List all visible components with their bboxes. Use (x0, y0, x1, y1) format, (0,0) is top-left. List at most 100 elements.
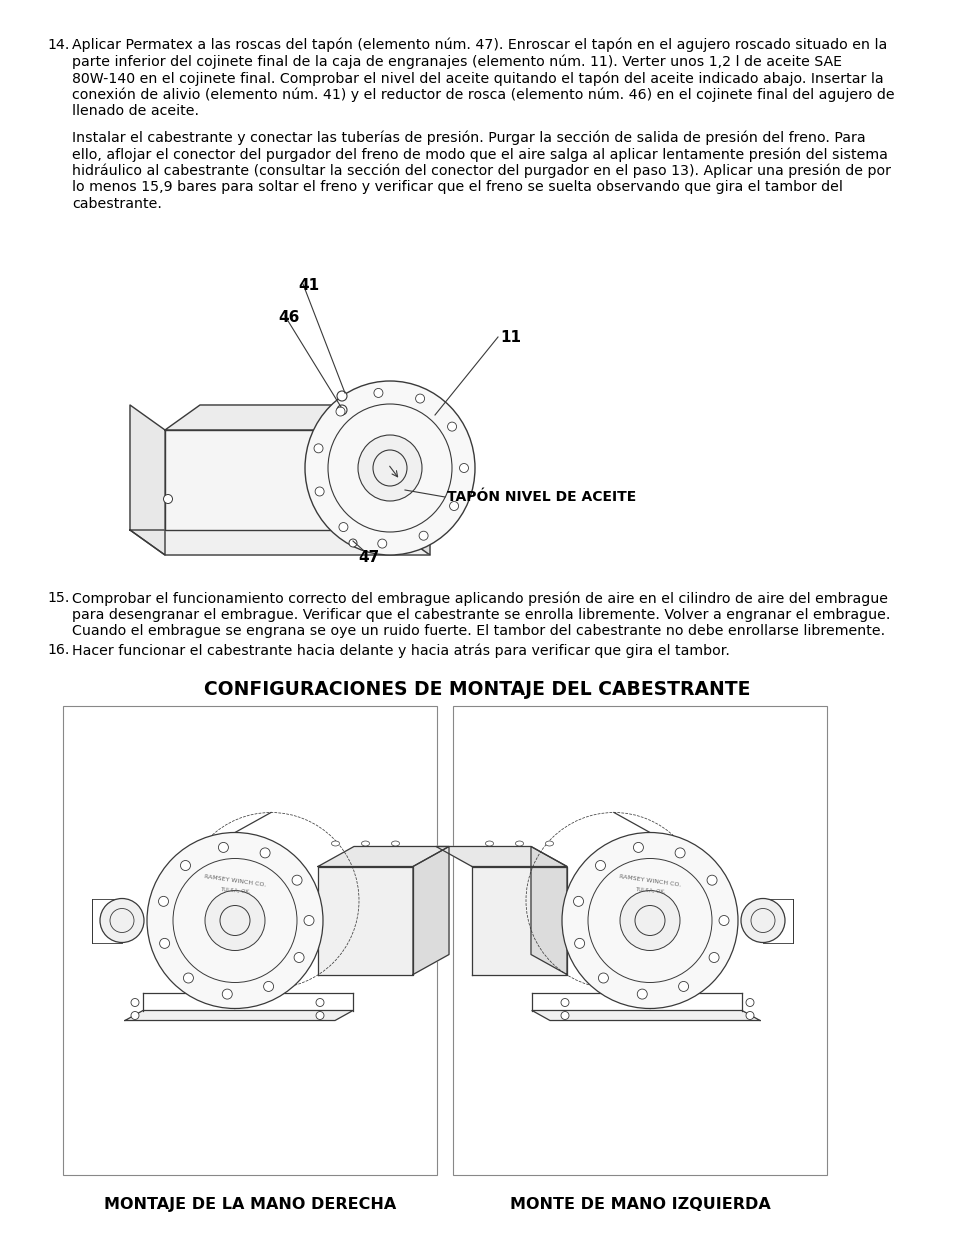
Polygon shape (317, 867, 413, 974)
Circle shape (147, 832, 323, 1009)
Ellipse shape (459, 463, 468, 473)
Circle shape (678, 982, 688, 992)
Text: Hacer funcionar el cabestrante hacia delante y hacia atrás para verificar que gi: Hacer funcionar el cabestrante hacia del… (71, 643, 729, 658)
Text: Cuando el embrague se engrana se oye un ruido fuerte. El tambor del cabestrante : Cuando el embrague se engrana se oye un … (71, 624, 884, 638)
Polygon shape (125, 1010, 353, 1020)
Ellipse shape (485, 841, 493, 846)
Circle shape (315, 1011, 324, 1020)
Ellipse shape (361, 841, 369, 846)
Text: conexión de alivio (elemento núm. 41) y el reductor de rosca (elemento núm. 46) : conexión de alivio (elemento núm. 41) y … (71, 88, 894, 103)
Circle shape (218, 842, 228, 852)
Ellipse shape (349, 538, 356, 547)
Ellipse shape (447, 422, 456, 431)
Circle shape (560, 1011, 568, 1020)
Polygon shape (130, 405, 165, 555)
Ellipse shape (449, 501, 458, 510)
Circle shape (706, 876, 717, 885)
Text: 80W-140 en el cojinete final. Comprobar el nivel del aceite quitando el tapón de: 80W-140 en el cojinete final. Comprobar … (71, 70, 882, 85)
Circle shape (263, 982, 274, 992)
Circle shape (708, 952, 719, 962)
Circle shape (573, 897, 583, 906)
Text: ello, aflojar el conector del purgador del freno de modo que el aire salga al ap: ello, aflojar el conector del purgador d… (71, 147, 887, 162)
Ellipse shape (338, 522, 348, 531)
Text: RAMSEY WINCH CO.: RAMSEY WINCH CO. (204, 873, 266, 887)
Circle shape (294, 952, 304, 962)
Polygon shape (317, 846, 449, 867)
Circle shape (619, 890, 679, 951)
Polygon shape (472, 867, 566, 974)
Text: TULSA, OK.: TULSA, OK. (634, 887, 665, 894)
Text: hidráulico al cabestrante (consultar la sección del conector del purgador en el : hidráulico al cabestrante (consultar la … (71, 163, 890, 178)
Circle shape (292, 876, 302, 885)
Polygon shape (436, 846, 566, 867)
Ellipse shape (391, 841, 399, 846)
Text: 47: 47 (357, 550, 379, 564)
Circle shape (675, 848, 684, 858)
Circle shape (560, 999, 568, 1007)
Circle shape (222, 989, 232, 999)
Ellipse shape (545, 841, 553, 846)
Text: Aplicar Permatex a las roscas del tapón (elemento núm. 47). Enroscar el tapón en: Aplicar Permatex a las roscas del tapón … (71, 38, 886, 53)
Text: TULSA, OK.: TULSA, OK. (219, 887, 251, 894)
Circle shape (183, 973, 193, 983)
Ellipse shape (336, 405, 347, 415)
Ellipse shape (416, 394, 424, 403)
Ellipse shape (314, 487, 324, 496)
Polygon shape (532, 1010, 760, 1020)
Text: 11: 11 (499, 330, 520, 345)
Ellipse shape (336, 391, 347, 401)
Circle shape (740, 899, 784, 942)
Circle shape (315, 999, 324, 1007)
Ellipse shape (163, 494, 172, 504)
Polygon shape (395, 405, 430, 555)
Text: lo menos 15,9 bares para soltar el freno y verificar que el freno se suelta obse: lo menos 15,9 bares para soltar el freno… (71, 180, 842, 194)
Circle shape (745, 999, 753, 1007)
Text: Instalar el cabestrante y conectar las tuberías de presión. Purgar la sección de: Instalar el cabestrante y conectar las t… (71, 131, 864, 144)
Ellipse shape (418, 531, 428, 540)
Circle shape (595, 861, 605, 871)
Circle shape (637, 989, 646, 999)
Circle shape (719, 915, 728, 925)
Ellipse shape (357, 435, 421, 501)
Bar (453, 706, 826, 1174)
Text: 15.: 15. (47, 592, 70, 605)
Text: parte inferior del cojinete final de la caja de engranajes (elemento núm. 11). V: parte inferior del cojinete final de la … (71, 54, 841, 69)
Text: llenado de aceite.: llenado de aceite. (71, 104, 199, 119)
Ellipse shape (314, 443, 323, 453)
Circle shape (633, 842, 642, 852)
Text: cabestrante.: cabestrante. (71, 196, 162, 210)
Polygon shape (130, 530, 430, 555)
Text: Comprobar el funcionamiento correcto del embrague aplicando presión de aire en e: Comprobar el funcionamiento correcto del… (71, 592, 887, 605)
Ellipse shape (515, 841, 523, 846)
Text: TAPÓN NIVEL DE ACEITE: TAPÓN NIVEL DE ACEITE (447, 490, 636, 504)
Polygon shape (531, 846, 566, 974)
Circle shape (304, 915, 314, 925)
Circle shape (158, 897, 169, 906)
Text: RAMSEY WINCH CO.: RAMSEY WINCH CO. (618, 873, 680, 887)
Polygon shape (413, 846, 449, 974)
Circle shape (745, 1011, 753, 1020)
Text: 46: 46 (277, 310, 299, 325)
Text: 41: 41 (297, 278, 319, 293)
Text: MONTAJE DE LA MANO DERECHA: MONTAJE DE LA MANO DERECHA (104, 1197, 395, 1212)
Ellipse shape (374, 389, 382, 398)
Circle shape (598, 973, 608, 983)
Bar (63, 706, 436, 1174)
Circle shape (131, 999, 139, 1007)
Polygon shape (165, 430, 395, 530)
Text: 16.: 16. (47, 643, 70, 657)
Circle shape (180, 861, 191, 871)
Text: 14.: 14. (47, 38, 70, 52)
Ellipse shape (305, 382, 475, 555)
Circle shape (131, 1011, 139, 1020)
Circle shape (159, 939, 170, 948)
Circle shape (205, 890, 265, 951)
Polygon shape (165, 405, 430, 430)
Circle shape (561, 832, 738, 1009)
Text: CONFIGURACIONES DE MONTAJE DEL CABESTRANTE: CONFIGURACIONES DE MONTAJE DEL CABESTRAN… (204, 680, 749, 699)
Circle shape (260, 848, 270, 858)
Text: para desengranar el embrague. Verificar que el cabestrante se enrolla libremente: para desengranar el embrague. Verificar … (71, 608, 889, 621)
Text: MONTE DE MANO IZQUIERDA: MONTE DE MANO IZQUIERDA (509, 1197, 770, 1212)
Ellipse shape (377, 540, 386, 548)
Ellipse shape (331, 841, 339, 846)
